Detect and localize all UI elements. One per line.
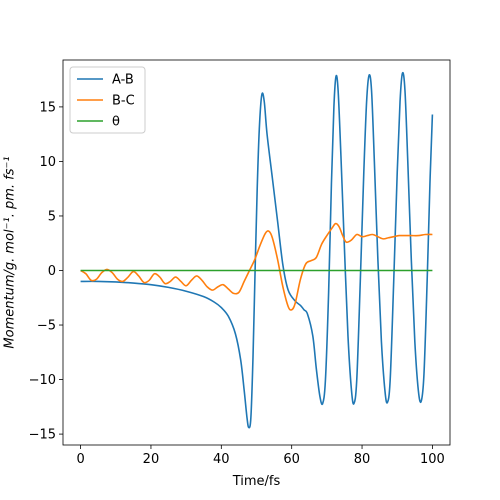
y-axis: −15 −10 −5 0 5 10 15 (29, 100, 63, 443)
series-layer (80, 71, 434, 429)
y-tick-label: 0 (48, 264, 56, 279)
y-axis-label: Momentum/g. mol⁻¹. pm. fs⁻¹ (3, 156, 18, 348)
x-axis: 0 20 40 60 80 100 (76, 445, 445, 467)
y-tick-label: −15 (29, 428, 56, 443)
x-tick-label: 100 (420, 452, 445, 467)
x-axis-label: Time/fs (232, 474, 281, 489)
y-tick-label: 5 (48, 209, 56, 224)
legend-box (69, 66, 146, 134)
y-tick-label: 15 (39, 100, 56, 115)
legend-label: A-B (112, 73, 134, 88)
legend: A-B B-C θ (69, 66, 146, 134)
plot-frame (62, 59, 451, 446)
x-tick-label: 0 (76, 452, 84, 467)
x-tick-label: 60 (283, 452, 300, 467)
y-tick-label: −5 (37, 319, 56, 334)
x-tick-label: 20 (143, 452, 160, 467)
legend-label: B-C (112, 94, 135, 109)
x-tick-label: 40 (213, 452, 230, 467)
y-tick-label: 10 (39, 155, 56, 170)
series-line-A-B (80, 71, 434, 429)
x-tick-label: 80 (354, 452, 371, 467)
y-tick-label: −10 (29, 373, 56, 388)
legend-label: θ (112, 115, 120, 130)
series-line-B-C (80, 222, 433, 311)
